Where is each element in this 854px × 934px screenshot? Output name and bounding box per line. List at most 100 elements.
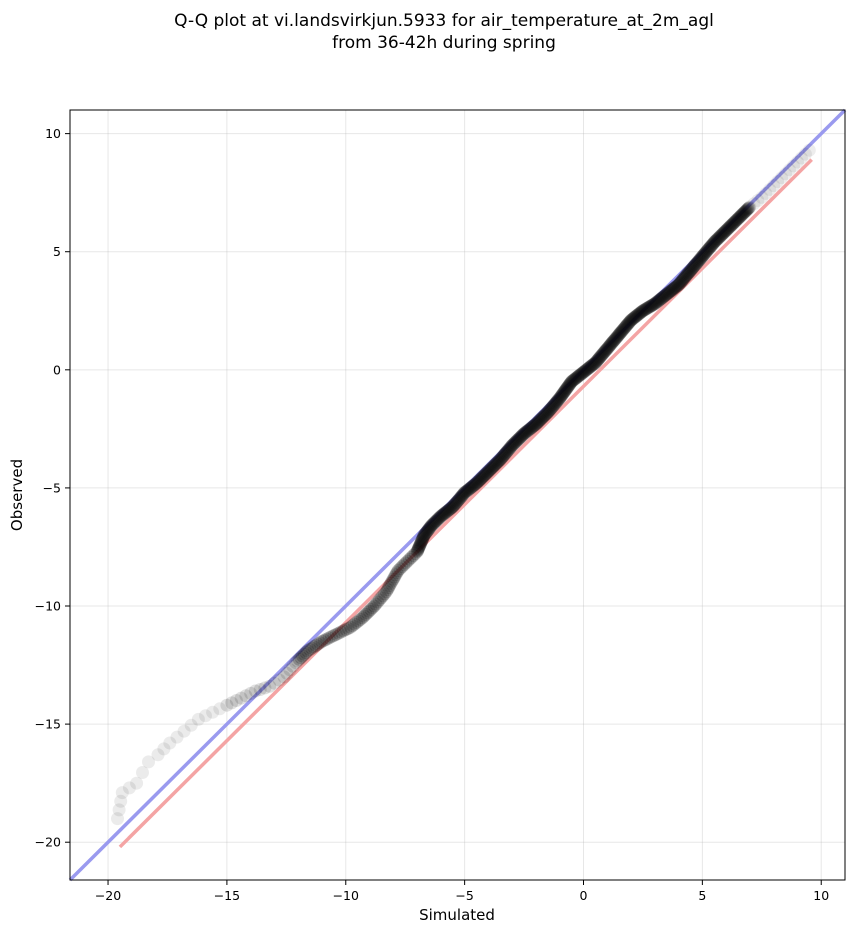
data-point — [480, 466, 494, 480]
data-point — [550, 395, 564, 409]
data-point — [311, 637, 325, 651]
data-point — [361, 606, 374, 620]
data-point — [729, 214, 742, 228]
data-point — [610, 330, 624, 344]
data-point — [383, 579, 397, 592]
data-point — [656, 290, 670, 304]
data-point — [640, 301, 654, 315]
data-point — [696, 249, 710, 262]
data-point — [414, 535, 428, 549]
data-point — [615, 324, 629, 338]
y-tick-label: −10 — [35, 599, 61, 614]
data-point — [557, 385, 571, 399]
data-point — [122, 781, 136, 795]
data-point — [532, 414, 546, 428]
data-point — [507, 437, 521, 451]
data-point — [322, 631, 336, 645]
data-point — [399, 556, 413, 570]
data-point — [289, 656, 303, 670]
data-point — [720, 223, 734, 237]
data-point — [428, 515, 442, 529]
data-point — [471, 475, 485, 488]
data-point — [663, 284, 677, 298]
data-point — [476, 470, 489, 484]
data-point — [664, 284, 678, 298]
data-point — [513, 431, 527, 445]
data-point — [267, 676, 281, 690]
data-point — [594, 349, 608, 363]
data-point — [234, 691, 248, 705]
data-point — [253, 683, 267, 696]
data-point — [699, 245, 713, 259]
data-point — [660, 287, 674, 301]
data-point — [406, 549, 420, 562]
data-point — [547, 398, 561, 412]
data-point — [591, 353, 605, 367]
data-point — [791, 155, 804, 169]
data-point — [357, 609, 371, 623]
data-point — [492, 454, 506, 468]
data-point — [802, 143, 816, 157]
data-point — [485, 461, 499, 475]
data-point — [665, 283, 679, 297]
data-point — [450, 495, 464, 509]
data-point — [468, 478, 482, 492]
data-point — [325, 630, 338, 644]
data-point — [705, 238, 719, 252]
data-point — [413, 538, 427, 552]
data-point — [568, 372, 582, 386]
data-point — [301, 644, 315, 658]
x-tick-label: −10 — [333, 888, 359, 903]
data-point — [364, 602, 378, 616]
data-point — [579, 363, 593, 377]
data-point — [794, 151, 808, 165]
data-point — [563, 377, 577, 391]
data-point — [630, 309, 643, 323]
data-point — [612, 327, 626, 341]
data-point — [695, 250, 709, 264]
data-point — [516, 427, 530, 441]
data-point — [452, 492, 466, 506]
y-tick-label: −15 — [35, 717, 61, 732]
data-point — [348, 617, 361, 631]
data-point — [686, 261, 700, 275]
data-point — [525, 420, 539, 434]
data-point — [490, 456, 504, 470]
data-point — [670, 279, 684, 293]
data-point — [459, 485, 472, 499]
data-point — [691, 254, 705, 268]
data-point — [538, 408, 552, 422]
data-point — [213, 702, 227, 716]
data-point — [540, 406, 554, 420]
data-point — [718, 224, 732, 238]
data-point — [652, 294, 665, 308]
data-point — [454, 490, 468, 504]
data-point — [558, 384, 572, 398]
data-point — [378, 587, 391, 601]
data-point — [601, 341, 615, 355]
data-point — [447, 499, 460, 513]
data-point — [738, 205, 752, 219]
data-point — [661, 287, 675, 300]
data-point — [421, 523, 435, 537]
data-point — [445, 501, 459, 514]
data-point — [404, 550, 418, 564]
data-point — [783, 163, 796, 177]
data-point — [533, 413, 547, 427]
data-point — [532, 415, 545, 429]
data-point — [390, 566, 404, 580]
data-points — [111, 143, 816, 826]
data-point — [542, 404, 556, 418]
data-point — [403, 552, 416, 566]
data-point — [498, 447, 512, 461]
data-point — [619, 320, 632, 334]
data-point — [589, 355, 603, 369]
data-point — [336, 624, 350, 638]
data-point — [715, 228, 729, 242]
data-point — [502, 442, 516, 456]
data-point — [524, 421, 538, 435]
data-point — [599, 343, 613, 357]
data-point — [600, 343, 613, 356]
data-point — [641, 301, 655, 315]
data-point — [524, 422, 537, 435]
